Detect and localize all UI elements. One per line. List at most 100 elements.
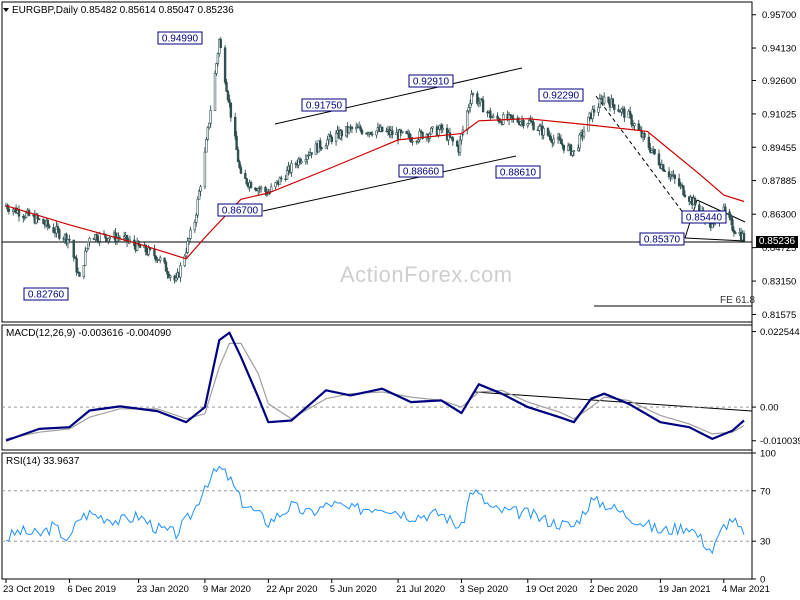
candle-body — [95, 234, 99, 241]
candle-body — [611, 98, 615, 105]
candle-body — [683, 194, 687, 198]
candle-body — [620, 108, 623, 113]
candle-body — [477, 101, 480, 104]
candle-body — [324, 145, 328, 149]
candle-body — [233, 116, 237, 137]
candle-body — [455, 140, 459, 147]
candle-body — [528, 119, 531, 124]
candle-body — [359, 126, 362, 131]
x-tick-label: 23 Oct 2019 — [3, 584, 55, 595]
candle-body — [637, 123, 640, 131]
candle-body — [98, 233, 101, 242]
price-annotation-box — [157, 31, 203, 45]
candle-body — [742, 233, 746, 241]
candle-body — [617, 109, 620, 112]
candle-body — [481, 99, 485, 113]
candle-body — [437, 128, 440, 136]
candle-body — [430, 127, 433, 135]
candle-body — [86, 241, 90, 249]
candle-body — [516, 117, 519, 123]
candle-body — [46, 219, 50, 227]
candle-body — [479, 98, 482, 103]
candle-body — [327, 134, 331, 141]
candle-body — [558, 136, 561, 140]
candle-body — [530, 121, 534, 123]
candle-body — [421, 131, 424, 139]
candle-body — [411, 140, 414, 143]
candle-body — [587, 116, 590, 132]
candle-body — [264, 186, 267, 193]
candle-body — [490, 116, 493, 119]
candle-body — [470, 93, 473, 104]
macd-y-tick-label: -0.010039 — [760, 436, 800, 447]
candle-body — [215, 63, 218, 74]
candle-body — [409, 137, 413, 143]
candle-body — [42, 218, 45, 225]
symbol-label: EURGBP,Daily 0.85482 0.85614 0.85047 0.8… — [12, 5, 234, 16]
candle-body — [549, 136, 553, 141]
price-y-tick-label: 0.94130 — [762, 44, 796, 55]
lower-channel-line — [262, 155, 517, 212]
price-y-tick-label: 0.91025 — [762, 109, 796, 120]
candle-body — [223, 47, 227, 83]
candle-body — [48, 225, 51, 228]
candle-body — [122, 236, 126, 239]
x-tick-label: 3 Sep 2020 — [459, 584, 508, 595]
price-y-tick-label: 0.84725 — [762, 243, 796, 254]
candle-body — [680, 184, 684, 187]
x-tick-label: 5 Jun 2020 — [330, 584, 377, 595]
x-tick-label: 2 Dec 2020 — [589, 584, 638, 595]
candle-body — [75, 258, 78, 273]
moving-average-line — [5, 118, 745, 260]
price-annotation-box — [301, 98, 347, 112]
candle-body — [259, 186, 263, 190]
candle-body — [236, 149, 240, 163]
candle-body — [729, 217, 733, 221]
current-price-tag: 0.85236 — [756, 236, 798, 248]
candle-body — [219, 39, 222, 48]
candle-body — [235, 135, 238, 151]
candle-body — [542, 128, 545, 136]
candle-body — [213, 73, 217, 111]
candle-body — [350, 126, 354, 130]
candle-body — [226, 91, 230, 101]
x-tick-label: 23 Jan 2020 — [137, 584, 189, 595]
candle-body — [107, 238, 110, 242]
price-annotation-label: 0.92910 — [413, 77, 450, 88]
rsi-y-tick-label: 0 — [760, 575, 765, 586]
candle-body — [187, 238, 191, 242]
price-y-tick-label: 0.81575 — [762, 310, 796, 321]
candle-body — [239, 167, 243, 174]
candle-body — [360, 130, 364, 135]
candle-body — [85, 247, 88, 252]
candle-body — [66, 239, 70, 244]
price-annotation-label: 0.82760 — [28, 290, 65, 301]
x-tick-label: 21 Jul 2020 — [396, 584, 445, 595]
candle-body — [244, 173, 247, 179]
candle-body — [166, 271, 169, 275]
candle-body — [650, 150, 653, 153]
candle-body — [37, 218, 41, 220]
candle-body — [561, 143, 564, 146]
candle-body — [12, 209, 15, 212]
price-annotation-box — [23, 287, 69, 301]
x-tick-label: 9 Mar 2020 — [203, 584, 251, 595]
candle-body — [73, 256, 77, 259]
price-y-tick-label: 0.83150 — [762, 277, 796, 288]
rsi-y-tick-label: 100 — [760, 449, 776, 460]
candle-body — [657, 153, 661, 165]
candle-body — [159, 257, 162, 261]
candle-body — [270, 186, 273, 192]
dropdown-caret-icon — [3, 8, 9, 12]
candle-body — [245, 178, 248, 185]
candle-body — [290, 163, 293, 173]
rsi-line — [5, 465, 745, 555]
candle-body — [591, 109, 594, 119]
candle-body — [649, 147, 652, 153]
candle-body — [326, 139, 329, 147]
candle-body — [144, 244, 148, 253]
candle-body — [300, 160, 303, 164]
price-y-tick-label: 0.92600 — [762, 76, 796, 87]
candle-body — [408, 133, 411, 139]
